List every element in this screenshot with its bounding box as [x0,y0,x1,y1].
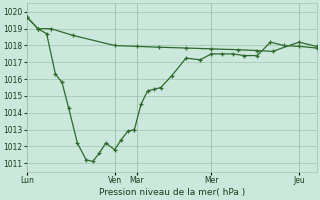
X-axis label: Pression niveau de la mer( hPa ): Pression niveau de la mer( hPa ) [99,188,245,197]
